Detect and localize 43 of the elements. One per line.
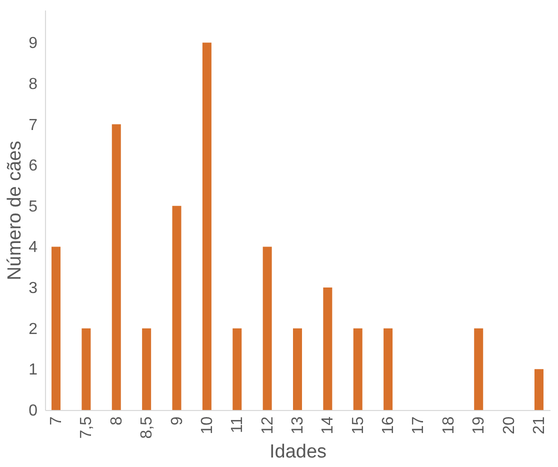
bar (112, 124, 121, 410)
bar (202, 42, 212, 410)
y-tick-label: 3 (28, 280, 38, 298)
x-tick-label: 7 (48, 416, 66, 426)
x-tick-label: 9 (168, 416, 186, 426)
x-tick-label: 21 (530, 416, 548, 434)
x-axis-title: Idades (269, 442, 327, 463)
x-tick-label: 15 (350, 416, 367, 434)
x-tick-label: 19 (470, 416, 488, 434)
bar (474, 328, 484, 410)
y-axis-title: Número de cães (4, 140, 26, 280)
bar (232, 328, 242, 410)
x-tick-label: 11 (229, 416, 246, 434)
y-tick-label: 5 (28, 198, 38, 216)
bar (293, 328, 302, 410)
x-tick-label: 13 (290, 416, 306, 434)
bar (262, 246, 272, 410)
x-tick-label: 12 (259, 416, 276, 434)
x-tick-label: 8 (108, 416, 126, 426)
y-tick-label: 0 (28, 402, 38, 420)
x-tick-label: 8,5 (138, 416, 156, 439)
bar (172, 206, 182, 410)
bar (353, 328, 362, 410)
x-tick-label: 16 (380, 416, 398, 434)
y-tick-label: 9 (28, 35, 38, 52)
bar (384, 328, 393, 410)
x-tick-label: 20 (500, 416, 518, 434)
y-tick-label: 6 (28, 158, 38, 175)
x-tick-label: 10 (198, 416, 216, 434)
bar (82, 328, 91, 410)
x-tick-label: 17 (410, 416, 428, 434)
y-tick-label: 4 (28, 239, 38, 256)
y-tick-label: 2 (28, 320, 38, 338)
y-tick-label: 7 (28, 116, 38, 134)
bar (52, 246, 61, 410)
x-tick-label: 18 (440, 416, 458, 434)
y-tick-label: 8 (28, 76, 38, 93)
bar (534, 369, 544, 410)
bar (142, 328, 152, 410)
x-tick-label: 14 (320, 416, 337, 434)
y-tick-label: 1 (28, 362, 38, 379)
x-tick-label: 7,5 (78, 416, 96, 439)
bar (323, 288, 332, 410)
